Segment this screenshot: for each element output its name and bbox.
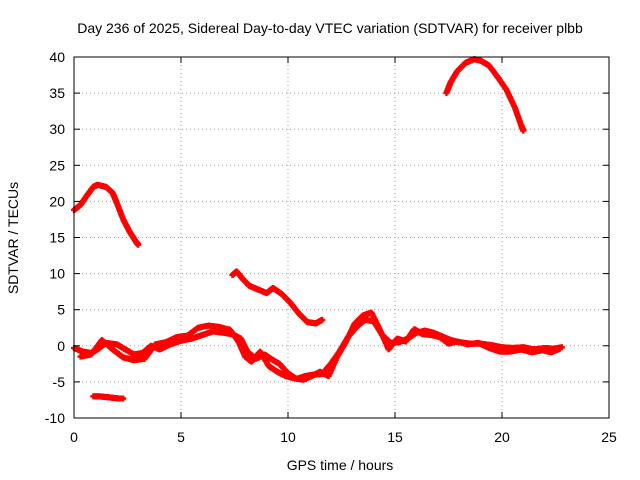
- x-axis-label: GPS time / hours: [287, 457, 394, 473]
- x-tick-label: 25: [601, 429, 617, 445]
- y-tick-label: 0: [57, 338, 65, 354]
- axis-ticks: 0 5 10 15 20 25 -10 -5 0 5 10 15 20 25 30 35 40: [45, 49, 617, 445]
- y-tick-label: -5: [53, 374, 66, 390]
- y-tick-label: 15: [49, 230, 65, 246]
- y-tick-label: 35: [49, 85, 65, 101]
- grid-lines: [74, 57, 609, 418]
- y-tick-label: 30: [49, 121, 65, 137]
- data-point-arc-b: [319, 316, 326, 323]
- y-axis-label: SDTVAR / TECUs: [5, 182, 21, 294]
- x-tick-label: 10: [280, 429, 296, 445]
- data-point-arc-e: [556, 345, 563, 352]
- y-tick-label: 25: [49, 157, 65, 173]
- x-tick-label: 0: [70, 429, 78, 445]
- data-points: [71, 56, 565, 402]
- data-point-arc-c: [520, 127, 527, 134]
- x-tick-label: 20: [494, 429, 510, 445]
- data-point-arc-f: [120, 395, 127, 402]
- y-tick-label: 20: [49, 193, 65, 209]
- chart-title: Day 236 of 2025, Sidereal Day-to-day VTE…: [77, 20, 583, 36]
- y-tick-label: -10: [45, 410, 65, 426]
- y-tick-label: 40: [49, 49, 65, 65]
- y-tick-label: 5: [57, 302, 65, 318]
- x-tick-label: 5: [177, 429, 185, 445]
- x-tick-label: 15: [387, 429, 403, 445]
- y-tick-label: 10: [49, 266, 65, 282]
- data-point-arc-a: [135, 241, 142, 248]
